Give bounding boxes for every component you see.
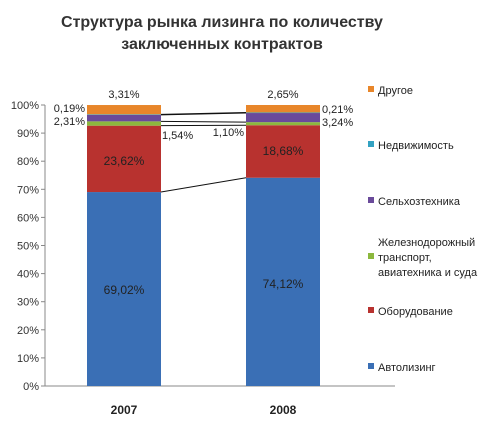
y-tick-label: 90% (17, 128, 39, 140)
x-category-label: 2008 (270, 403, 297, 417)
y-tick-label: 40% (17, 269, 39, 281)
data-label: 3,31% (108, 89, 139, 101)
data-label: 1,10% (213, 127, 244, 139)
legend-label: транспорт, (378, 252, 432, 264)
legend: Другое Недвижимость Сельхозтехника Железнод… (368, 85, 478, 374)
series-line (160, 120, 247, 123)
data-label: 74,12% (263, 277, 304, 291)
legend-swatch (368, 307, 374, 313)
plot-area: 0% 10% 20% 30% 40% 50% 60% 70% 80% 90% 100% 2007 200… (11, 89, 395, 417)
bar-segment (87, 192, 161, 386)
chart-title-line-1: Структура рынка лизинга по количеству (61, 14, 383, 31)
y-tick-label: 10% (17, 353, 39, 365)
legend-swatch (368, 141, 374, 147)
data-label: 1,54% (162, 130, 193, 142)
chart-title-line-2: заключенных контрактов (121, 36, 323, 53)
legend-label: Недвижимость (378, 140, 454, 152)
series-line (160, 111, 247, 115)
x-category-label: 2007 (111, 403, 138, 417)
data-label: 3,24% (322, 117, 353, 129)
y-tick-label: 20% (17, 325, 39, 337)
legend-label: Железнодорожный (378, 237, 475, 249)
y-tick-label: 50% (17, 241, 39, 253)
bar-segment (87, 125, 161, 193)
legend-swatch (368, 197, 374, 203)
y-tick-label: 80% (17, 156, 39, 168)
bar-segment (246, 113, 320, 123)
y-tick-label: 70% (17, 184, 39, 196)
legend-label: Автолизинг (378, 362, 436, 374)
y-tick-label: 0% (23, 381, 39, 393)
legend-label: авиатехника и суда (378, 267, 478, 279)
y-tick-label: 60% (17, 212, 39, 224)
bar-segment (246, 177, 320, 386)
bar-segment (246, 125, 320, 178)
legend-swatch (368, 253, 374, 259)
y-tick-label: 30% (17, 297, 39, 309)
legend-swatch (368, 363, 374, 369)
data-label: 2,65% (267, 89, 298, 101)
data-label: 69,02% (104, 283, 145, 297)
series-line (160, 112, 247, 116)
bar-segment (87, 105, 161, 115)
legend-label: Оборудование (378, 306, 453, 318)
bar-segment (246, 122, 320, 126)
data-label: 0,21% (322, 104, 353, 116)
bar-segment (87, 114, 161, 115)
legend-label: Сельхозтехника (378, 196, 461, 208)
bar-segment (87, 114, 161, 122)
bar-segment (246, 112, 320, 114)
legend-swatch (368, 86, 374, 92)
series-line (160, 177, 247, 193)
data-label: 18,68% (263, 144, 304, 158)
legend-label: Другое (378, 85, 413, 97)
y-tick-label: 100% (11, 100, 39, 112)
data-label: 2,31% (54, 116, 85, 128)
bar-segment (87, 121, 161, 126)
data-label: 23,62% (104, 154, 145, 168)
data-label: 0,19% (54, 103, 85, 115)
bar-segment (246, 105, 320, 113)
